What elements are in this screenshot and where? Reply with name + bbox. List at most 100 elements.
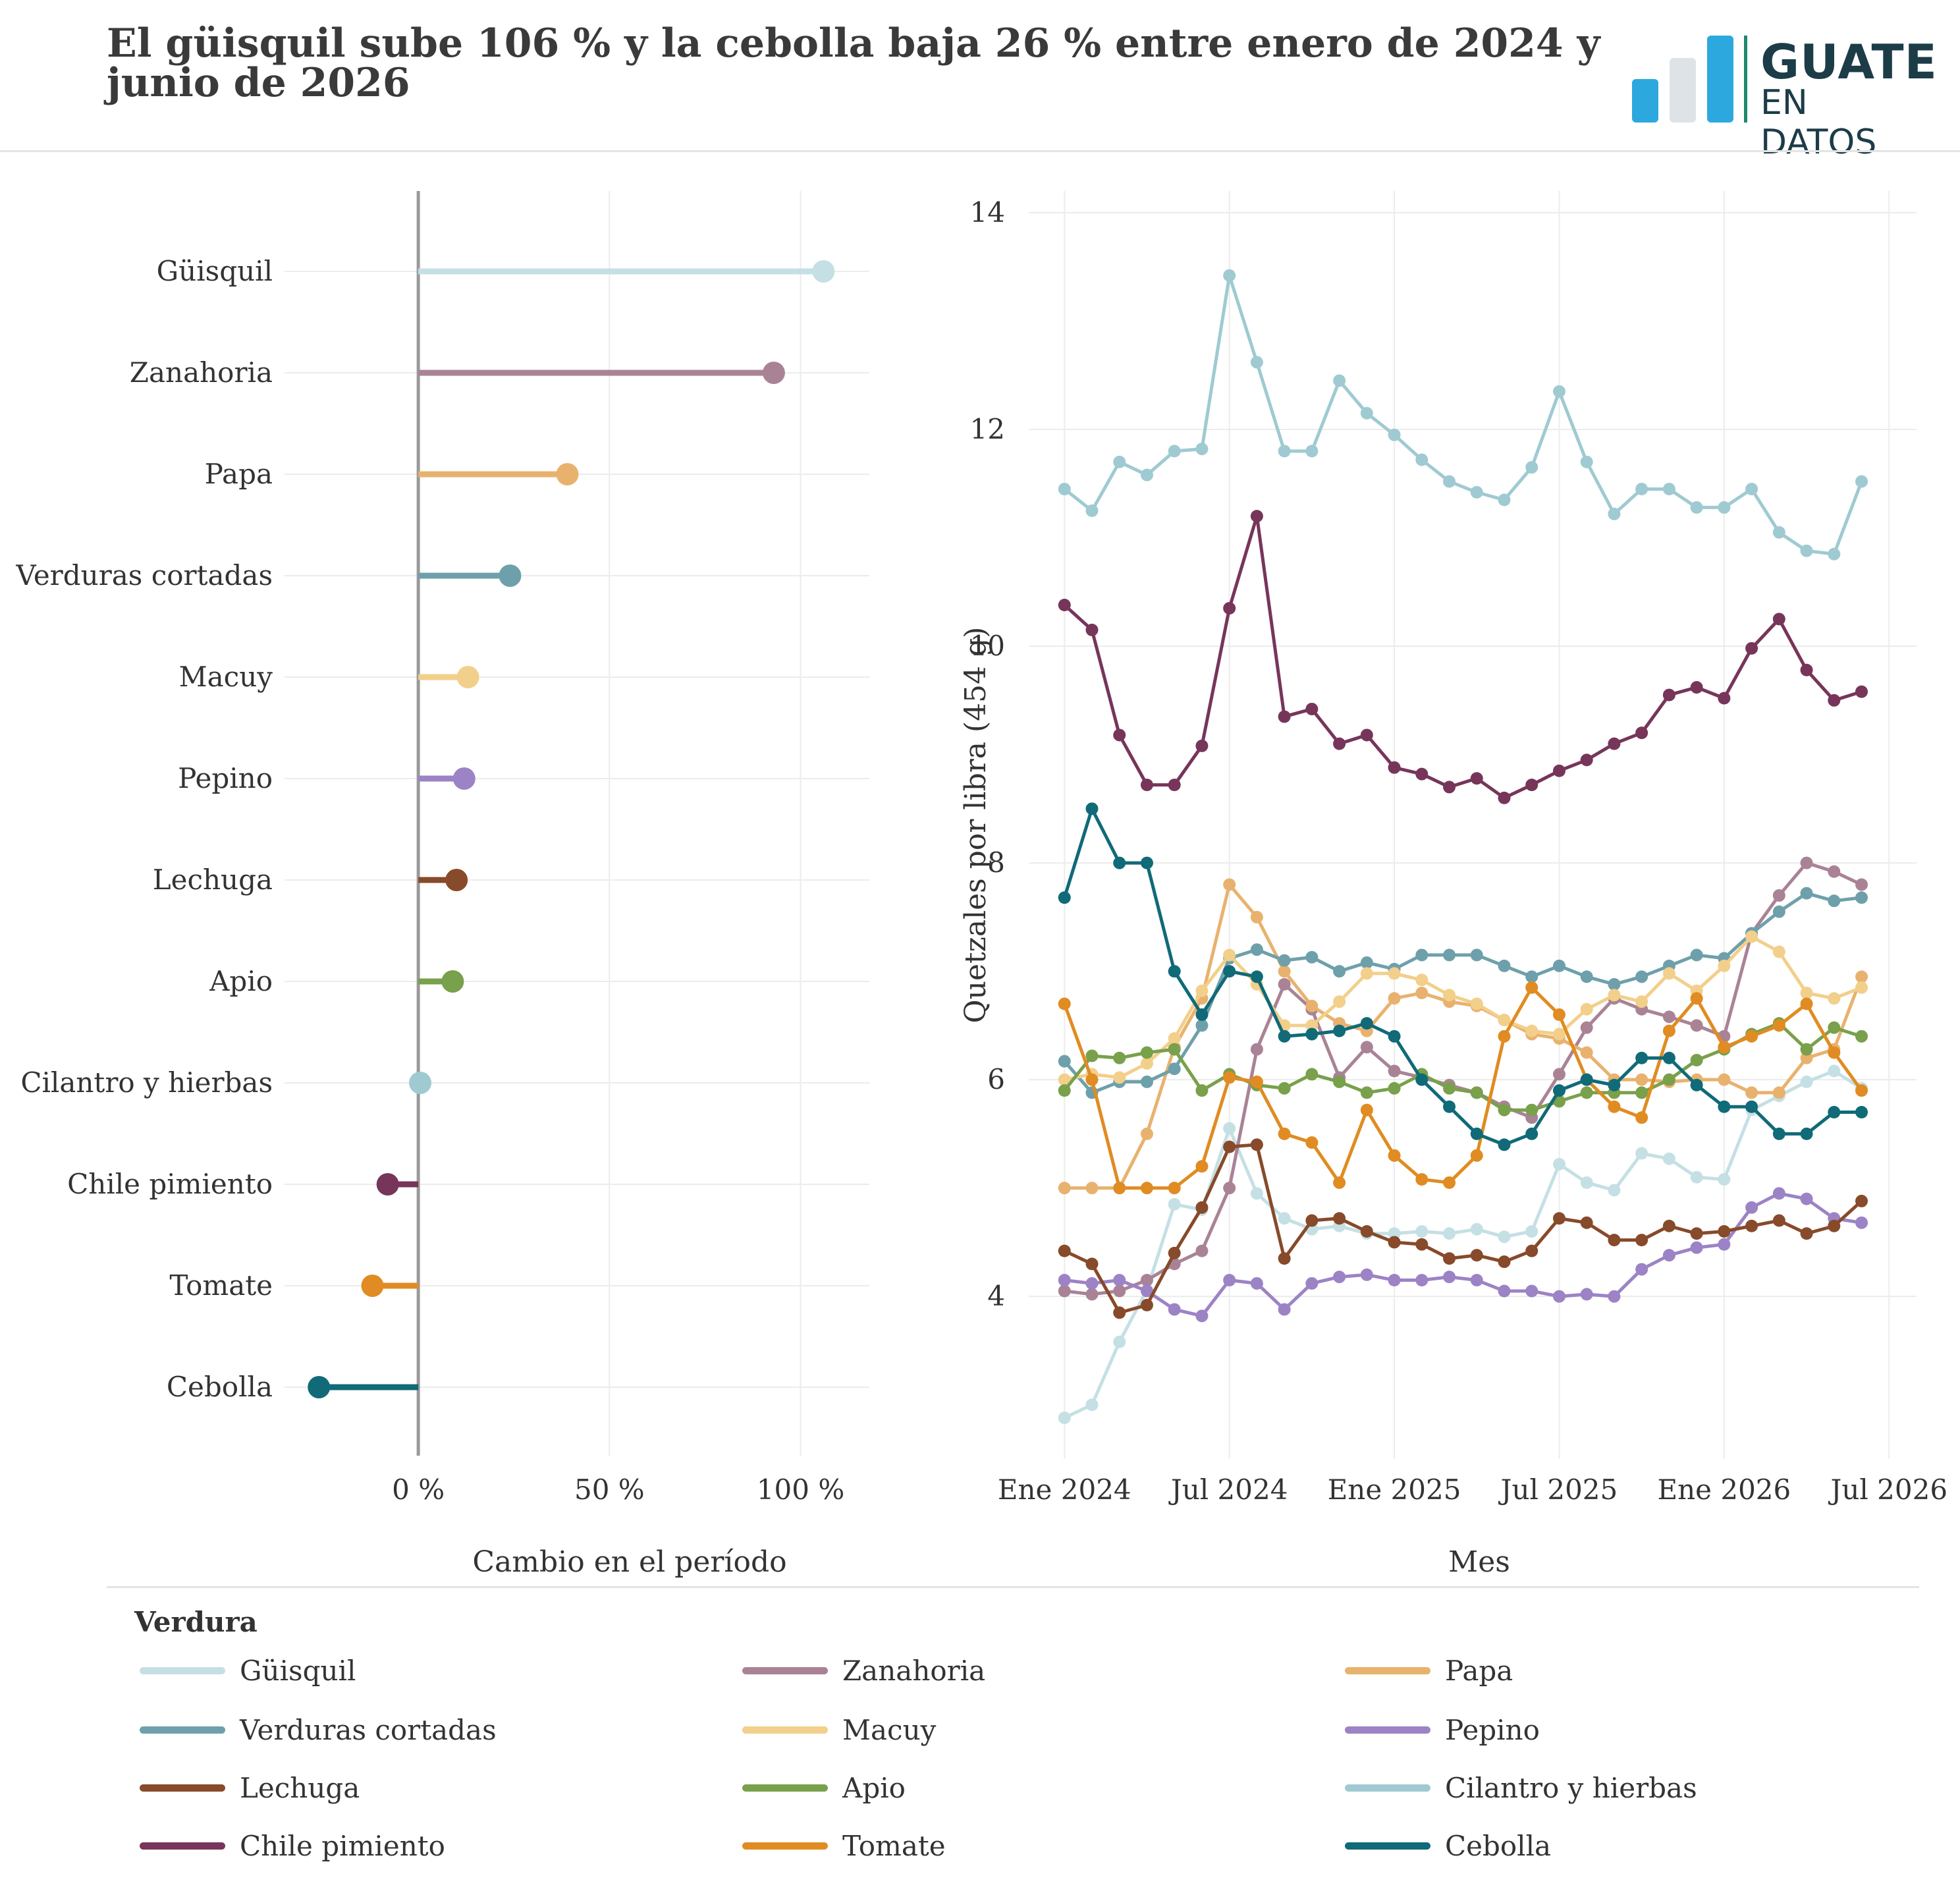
data-point [1058, 1284, 1071, 1298]
data-point [1580, 1003, 1593, 1016]
data-point [1250, 356, 1263, 369]
series-macuy [1058, 930, 1868, 1086]
data-point [1745, 482, 1758, 495]
data-point [1470, 1274, 1483, 1287]
data-point [1718, 959, 1731, 972]
data-point [1828, 1064, 1841, 1078]
data-point [1195, 1019, 1209, 1032]
data-point [1525, 461, 1538, 474]
data-point [1140, 1127, 1153, 1140]
legend-swatch [1345, 1842, 1430, 1850]
data-point [1718, 1100, 1731, 1113]
data-point [1470, 1127, 1483, 1140]
data-point [1690, 501, 1703, 514]
lollipop-dot-pepino [452, 767, 476, 790]
series-chile-pimiento [1058, 510, 1868, 804]
data-point [1800, 1043, 1813, 1056]
line-chart: 4 6 8 10 12 14 Ene 2024 Jul 2024 Ene 2025 Jul 202… [959, 191, 1947, 1579]
data-point [1305, 1214, 1319, 1227]
data-point [1250, 1277, 1263, 1290]
data-point [1498, 1030, 1511, 1043]
data-point [1223, 1122, 1236, 1135]
category-label: Chile pimiento [67, 1168, 273, 1200]
data-point [1305, 1277, 1319, 1290]
data-point [1250, 1138, 1263, 1151]
data-point [1635, 1111, 1648, 1124]
data-point [1443, 1271, 1456, 1284]
data-point [1855, 891, 1868, 904]
data-point [1058, 891, 1071, 904]
data-point [1113, 729, 1126, 742]
data-point [1333, 965, 1346, 978]
data-point [1058, 1411, 1071, 1424]
data-point [1140, 1046, 1153, 1059]
series-lechuga [1058, 1138, 1868, 1319]
series-line-chile-pimiento [1063, 514, 1863, 800]
data-point [1662, 688, 1675, 701]
legend-label: Papa [1445, 1654, 1513, 1687]
lollipop-dot-papa [556, 463, 579, 485]
category-label: Tomate [169, 1269, 273, 1302]
data-point [1718, 1073, 1731, 1086]
lollipop-dot-zanahoria [762, 362, 785, 384]
data-point [1470, 772, 1483, 785]
data-point [1305, 1019, 1319, 1032]
data-point [1800, 1127, 1813, 1140]
series-line-zanahoria [1064, 861, 1863, 1296]
lollipop-dot-cilantro-y-hierbas [409, 1072, 432, 1094]
data-point [1690, 1078, 1703, 1091]
data-point [1360, 1086, 1373, 1099]
data-point [1360, 1017, 1373, 1030]
x-tick-label: Jul 2025 [1498, 1473, 1618, 1506]
data-point [1113, 1071, 1126, 1084]
data-point [1113, 856, 1126, 869]
data-point [1772, 1086, 1785, 1099]
data-point [1745, 642, 1758, 655]
data-point [1662, 1073, 1675, 1086]
data-point [1662, 1010, 1675, 1024]
data-point [1745, 930, 1758, 943]
logo-text-en-datos: EN DATOS [1760, 83, 1877, 162]
data-point [1828, 547, 1841, 561]
data-point [1470, 485, 1483, 499]
data-point [1250, 1075, 1263, 1088]
lollipop-dot-chile-pimiento [376, 1173, 399, 1196]
legend-item-lechuga: Lechuga [140, 1768, 360, 1807]
data-point [1415, 1224, 1429, 1238]
data-point [1168, 1032, 1181, 1045]
data-point [1718, 1041, 1731, 1054]
data-point [1168, 1043, 1181, 1056]
data-point [1388, 761, 1401, 774]
category-label: Cilantro y hierbas [20, 1066, 273, 1099]
series-cilantro-y-hierbas [1058, 269, 1868, 561]
data-point [1635, 727, 1648, 740]
data-point [1745, 1100, 1758, 1113]
data-point [1195, 1008, 1209, 1021]
data-point [1360, 967, 1373, 980]
data-point [1608, 989, 1621, 1002]
data-point [1635, 1263, 1648, 1276]
data-point [1195, 1084, 1209, 1097]
data-point [1745, 1219, 1758, 1232]
legend-label: Apio [842, 1771, 906, 1804]
data-point [1690, 1170, 1703, 1184]
data-point [1470, 997, 1483, 1010]
category-label: Verduras cortadas [15, 559, 273, 591]
data-point [1498, 1284, 1511, 1298]
data-point [1085, 1277, 1099, 1290]
data-point [1718, 1238, 1731, 1251]
data-point [1333, 1075, 1346, 1088]
data-point [1800, 997, 1813, 1010]
data-point [1443, 1082, 1456, 1095]
data-point [1580, 1086, 1593, 1099]
data-point [1388, 992, 1401, 1005]
data-point [1828, 865, 1841, 878]
x-tick-label: 100 % [757, 1473, 844, 1506]
data-point [1388, 428, 1401, 441]
data-point [1113, 455, 1126, 468]
y-axis-title: Quetzales por libra (454 g) [959, 627, 993, 1024]
data-point [1278, 445, 1291, 458]
data-point [1333, 1212, 1346, 1225]
series-zanahoria [1058, 856, 1868, 1301]
data-point [1360, 406, 1373, 420]
